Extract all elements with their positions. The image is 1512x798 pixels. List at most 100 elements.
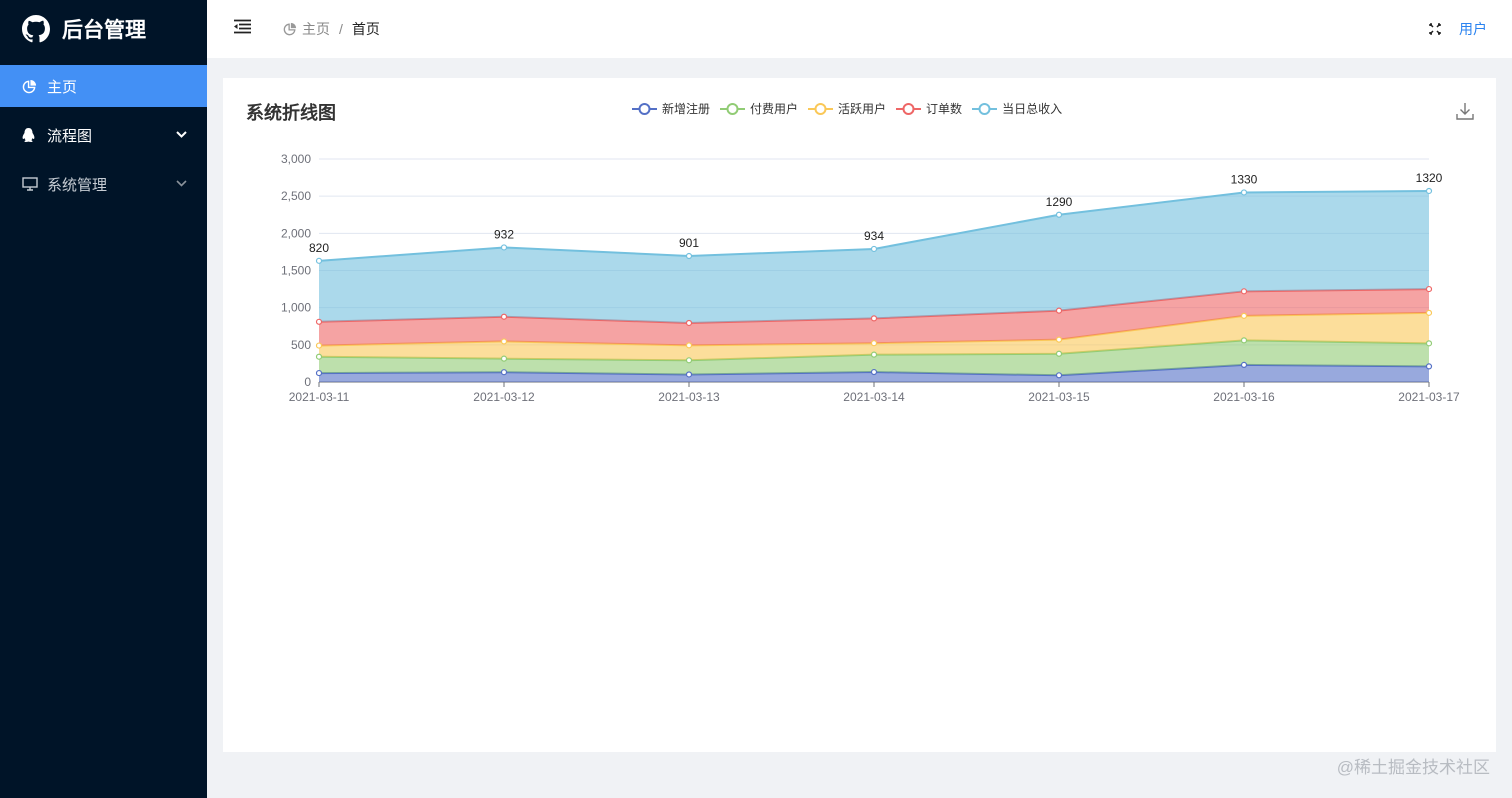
data-point [315,318,323,325]
sidebar-item-system[interactable]: 系统管理 [0,163,207,205]
data-point [1055,350,1063,357]
legend-item[interactable]: 订单数 [896,100,962,117]
area-付费用户 [319,340,1429,376]
data-point [1055,336,1063,343]
data-point [685,357,693,364]
data-point [500,338,508,345]
data-label: 932 [494,227,514,241]
y-tick-label: 3,000 [281,152,311,166]
data-point [685,371,693,378]
x-tick-label: 2021-03-14 [843,390,905,404]
data-point [1425,363,1433,370]
chevron-down-icon [176,129,187,141]
chart-card: 0 500 1,000 1,500 2,000 2,500 3,000 2021-03-11 2… [223,78,1496,752]
y-tick-label: 0 [304,375,311,389]
pie-chart-icon [283,22,297,36]
logo[interactable]: 后台管理 [0,0,207,58]
data-point [1240,189,1248,196]
legend-item[interactable]: 活跃用户 [808,100,886,117]
data-point [870,245,878,253]
data-point [1425,285,1433,293]
data-point [500,355,508,362]
data-label: 1320 [1416,171,1443,185]
chevron-down-icon [176,178,187,190]
y-tick-label: 2,500 [281,189,311,203]
data-point [1055,372,1063,379]
download-icon[interactable] [1456,102,1474,125]
legend-marker-icon [808,102,834,115]
sidebar-item-label: 系统管理 [47,176,108,194]
data-point [870,351,878,358]
pie-chart-icon [22,79,38,94]
legend-marker-icon [632,102,657,115]
data-point [1425,340,1433,347]
data-point [1055,307,1063,314]
sidebar: 后台管理 主页 流程图 系统管理 [0,0,207,798]
y-tick-label: 1,500 [281,264,311,278]
monitor-icon [22,177,38,191]
x-tick-label: 2021-03-17 [1398,390,1460,404]
y-tick-label: 1,000 [281,301,311,315]
legend-marker-icon [972,102,998,115]
data-point [315,342,323,349]
data-point [1425,309,1433,316]
y-tick-label: 2,000 [281,226,311,240]
data-point [1240,361,1248,369]
data-point [685,252,693,260]
data-point [1240,288,1248,295]
data-point [1240,312,1248,319]
x-tick-label: 2021-03-12 [473,390,535,404]
data-point [870,340,878,347]
sidebar-item-label: 主页 [47,78,78,96]
legend-item[interactable]: 付费用户 [720,100,798,117]
data-point [685,342,693,349]
data-label: 934 [864,229,884,243]
data-point [315,369,323,377]
data-point [870,368,878,376]
collapse-menu-icon[interactable] [233,19,251,39]
watermark: @稀土掘金技术社区 [1336,758,1490,777]
breadcrumb-current: 首页 [351,21,380,37]
data-point [500,313,508,320]
legend-label: 订单数 [926,102,963,116]
data-label: 820 [309,241,329,255]
legend-item[interactable]: 当日总收入 [972,100,1062,117]
data-point [685,319,693,327]
area-当日总收入 [319,190,1429,323]
sidebar-item-flowchart[interactable]: 流程图 [0,114,207,156]
legend-label: 当日总收入 [1002,102,1063,116]
top-header: 主页 / 首页 用户 [207,0,1512,58]
qq-icon [22,127,38,143]
data-point [500,244,508,251]
breadcrumb-home[interactable]: 主页 [302,21,330,37]
area-活跃用户 [319,312,1429,361]
legend-marker-icon [896,102,922,115]
breadcrumb-separator: / [339,21,343,37]
data-label: 901 [679,236,699,250]
legend-item[interactable]: 新增注册 [632,100,710,117]
data-point [315,257,323,264]
data-point [870,315,878,322]
data-point [1055,211,1063,218]
user-menu[interactable]: 用户 [1459,21,1487,37]
legend-label: 付费用户 [750,102,799,116]
chart-legend: 新增注册 付费用户 活跃用户 订单数 当日总收入 [632,100,1072,117]
data-point [1240,337,1248,344]
x-tick-label: 2021-03-16 [1213,390,1275,404]
legend-marker-icon [720,102,746,115]
data-label: 1330 [1231,172,1258,186]
x-tick-label: 2021-03-15 [1028,390,1090,404]
chart-title: 系统折线图 [246,103,336,123]
legend-label: 新增注册 [662,102,711,116]
sidebar-item-home[interactable]: 主页 [0,65,207,107]
fullscreen-icon[interactable] [1429,23,1441,35]
breadcrumb: 主页 / 首页 [283,19,380,39]
data-label: 1290 [1046,195,1073,209]
app-title: 后台管理 [62,19,146,42]
x-tick-label: 2021-03-11 [289,390,350,404]
area-订单数 [319,289,1429,346]
data-point [500,369,508,376]
y-tick-label: 500 [291,338,311,352]
github-icon [22,15,50,43]
sidebar-item-label: 流程图 [47,127,93,145]
